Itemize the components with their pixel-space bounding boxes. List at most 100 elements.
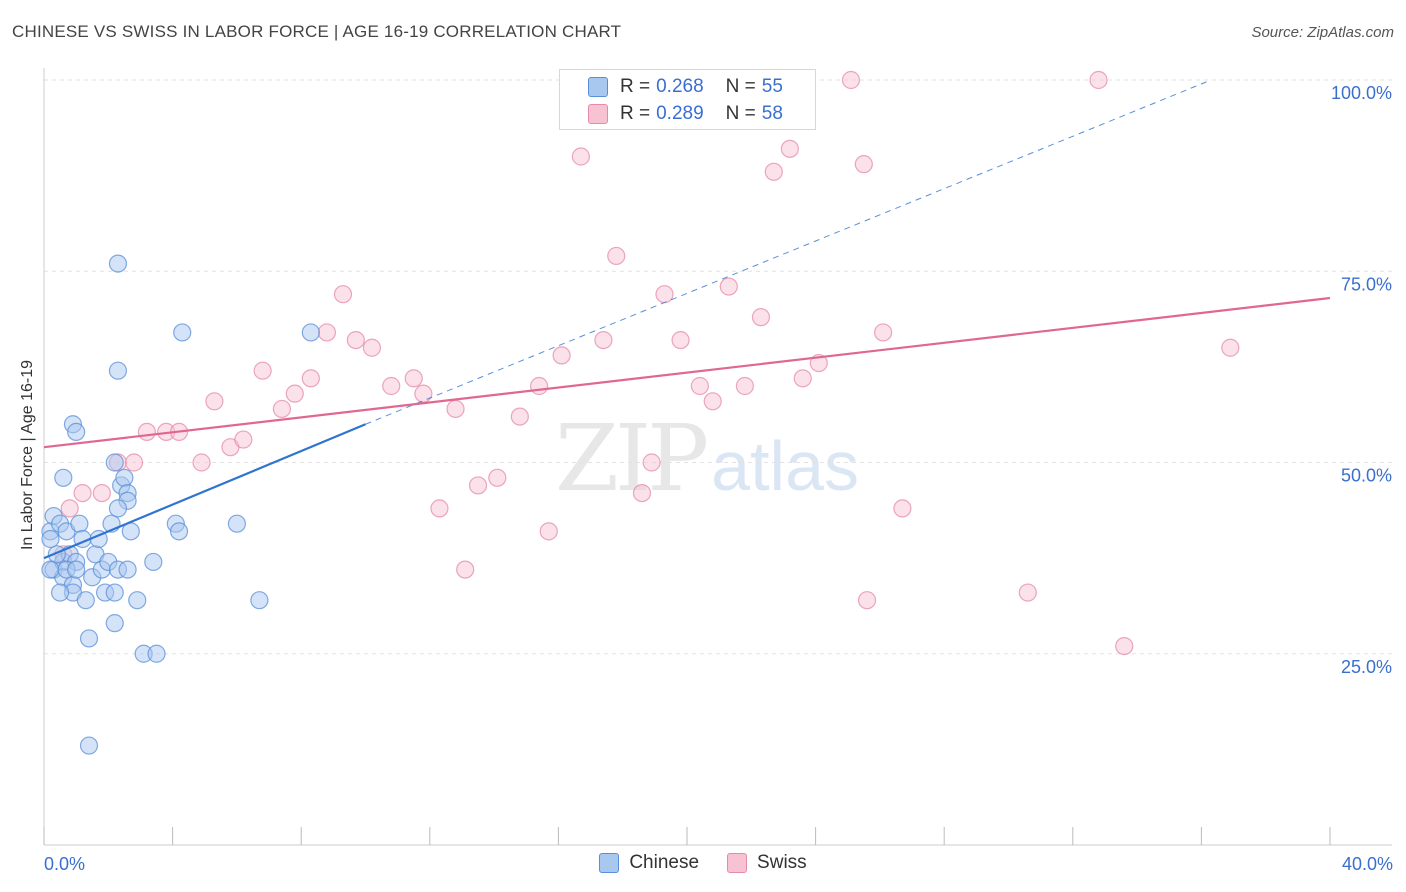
n-value-swiss: 58: [761, 103, 783, 124]
chinese-trend-line: [43, 423, 366, 560]
swiss-point: [764, 162, 783, 181]
swiss-trend-line: [43, 296, 1331, 449]
chinese-point: [41, 560, 60, 579]
swiss-point: [1221, 338, 1240, 357]
swiss-point: [735, 376, 754, 396]
x-tick-label: 40.0%: [1342, 854, 1393, 874]
chinese-point: [169, 522, 189, 541]
swiss-point: [857, 591, 877, 610]
chart-title: CHINESE VS SWISS IN LABOR FORCE | AGE 16…: [12, 22, 622, 41]
swiss-point: [430, 499, 449, 518]
swiss-point: [1089, 70, 1108, 90]
r-label: R =: [620, 76, 651, 97]
chinese-point: [67, 422, 86, 441]
swiss-point: [893, 499, 912, 518]
chinese-point: [227, 514, 246, 533]
chinese-point: [50, 583, 70, 602]
chinese-point: [128, 591, 147, 610]
chinese-point: [108, 361, 128, 380]
swiss-point: [874, 323, 893, 342]
swiss-point: [571, 147, 591, 166]
swiss-point: [382, 376, 401, 396]
chinese-point: [147, 644, 166, 663]
chinese-point: [115, 468, 134, 487]
swiss-point: [333, 285, 353, 304]
r-label: R =: [620, 103, 651, 124]
swiss-point: [671, 331, 690, 350]
chinese-point: [41, 529, 60, 549]
swiss-point: [854, 155, 873, 174]
chinese-point: [105, 453, 124, 472]
legend-item-swiss[interactable]: Swiss: [727, 852, 807, 874]
x-tick-label: 0.0%: [44, 854, 85, 874]
swiss-point: [285, 384, 304, 403]
legend-item-chinese[interactable]: Chinese: [599, 852, 699, 874]
swiss-point: [317, 323, 337, 342]
swiss-point: [632, 484, 652, 503]
y-tick-label: 25.0%: [1341, 657, 1392, 677]
swiss-point: [124, 453, 144, 472]
zipatlas-watermark: ZIPatlas: [555, 405, 859, 512]
watermark-atlas: atlas: [711, 427, 860, 505]
swiss-point: [510, 407, 529, 426]
swiss-point: [456, 560, 475, 579]
chinese-point: [76, 591, 95, 610]
source-credit: Source: ZipAtlas.com: [1251, 24, 1394, 41]
swiss-point: [607, 246, 626, 266]
swiss-point: [642, 453, 661, 472]
chinese-point: [79, 629, 99, 648]
swiss-point: [192, 453, 211, 472]
swiss-point: [751, 308, 771, 327]
swiss-point: [234, 430, 253, 449]
chinese-legend-swatch: [599, 853, 620, 873]
series-legend: Chinese Swiss: [0, 852, 1406, 874]
swiss-point: [719, 277, 738, 296]
chinese-point: [108, 499, 128, 518]
chinese-swatch: [588, 77, 608, 97]
swiss-point: [530, 376, 549, 396]
swiss-point: [253, 361, 272, 380]
swiss-point: [841, 70, 861, 90]
swiss-point: [446, 399, 465, 419]
swiss-point: [346, 331, 365, 350]
swiss-point: [594, 331, 613, 350]
y-tick-label: 50.0%: [1341, 466, 1392, 486]
swiss-point: [552, 346, 571, 365]
swiss-point: [539, 522, 558, 541]
legend-label-swiss: Swiss: [757, 852, 807, 873]
y-tick-label: 75.0%: [1341, 274, 1392, 294]
chinese-point: [173, 323, 192, 342]
n-label: N =: [725, 103, 756, 124]
swiss-point: [404, 369, 423, 388]
chinese-point: [105, 614, 124, 633]
swiss-point: [1115, 636, 1134, 656]
watermark-zip: ZIP: [555, 405, 709, 512]
r-value-swiss: 0.289: [656, 103, 704, 124]
chinese-point: [108, 254, 128, 273]
swiss-point: [468, 476, 488, 495]
swiss-point: [793, 369, 812, 388]
chinese-trend-extension: [365, 79, 1212, 425]
swiss-point: [272, 399, 292, 419]
chinese-point: [118, 560, 137, 579]
stats-legend: R = 0.268 N = 55 R = 0.289 N = 58: [559, 69, 816, 130]
swiss-point: [655, 285, 674, 304]
y-tick-label: 100.0%: [1331, 83, 1392, 103]
chinese-point: [79, 736, 99, 755]
swiss-point: [205, 392, 224, 411]
swiss-point: [1018, 583, 1037, 602]
legend-row-swiss: R = 0.289 N = 58: [588, 101, 783, 127]
swiss-point: [703, 392, 722, 411]
swiss-swatch: [588, 104, 608, 124]
swiss-point: [92, 484, 111, 503]
y-axis-label: In Labor Force | Age 16-19: [19, 359, 36, 551]
chinese-point: [144, 552, 163, 572]
chinese-point: [301, 323, 320, 342]
swiss-point: [362, 338, 382, 357]
swiss-point: [488, 468, 507, 487]
swiss-legend-swatch: [727, 853, 748, 873]
chinese-point: [105, 583, 124, 602]
n-label: N =: [725, 76, 756, 97]
swiss-point: [73, 484, 92, 503]
